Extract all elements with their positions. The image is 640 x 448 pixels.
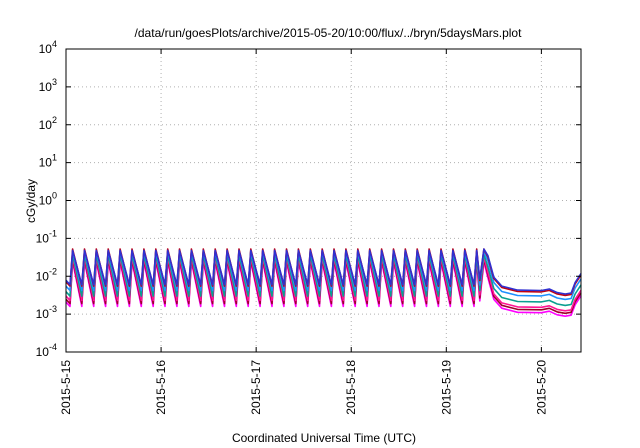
x-axis-label: Coordinated Universal Time (UTC)	[232, 431, 416, 445]
y-tick-label: 100	[39, 191, 57, 208]
x-axis: 2015-5-15 2015-5-16 2015-5-17 2015-5-18 2015…	[59, 49, 548, 415]
y-tick-label: 101	[39, 153, 57, 170]
y-tick-label: 10-4	[36, 342, 57, 359]
x-tick-label: 2015-5-16	[154, 360, 168, 415]
x-tick-label: 2015-5-15	[59, 360, 73, 415]
series-line	[65, 248, 582, 295]
y-tick-label: 10-2	[36, 266, 57, 283]
y-tick-label: 103	[39, 77, 57, 94]
y-tick-label: 102	[39, 115, 57, 132]
x-tick-label: 2015-5-19	[439, 360, 453, 415]
y-axis-label: cGy/day	[24, 179, 38, 223]
x-tick-label: 2015-5-17	[249, 360, 263, 415]
chart-title: /data/run/goesPlots/archive/2015-05-20/1…	[135, 26, 523, 40]
y-tick-label: 104	[39, 39, 57, 56]
x-tick-label: 2015-5-20	[534, 360, 548, 415]
y-axis: 10-4 10-3 10-2 10-1 100 101 102 103 104	[36, 39, 581, 359]
y-tick-label: 10-3	[36, 304, 57, 321]
y-tick-label: 10-1	[36, 228, 57, 245]
series-group	[65, 248, 582, 317]
x-tick-label: 2015-5-18	[344, 360, 358, 415]
